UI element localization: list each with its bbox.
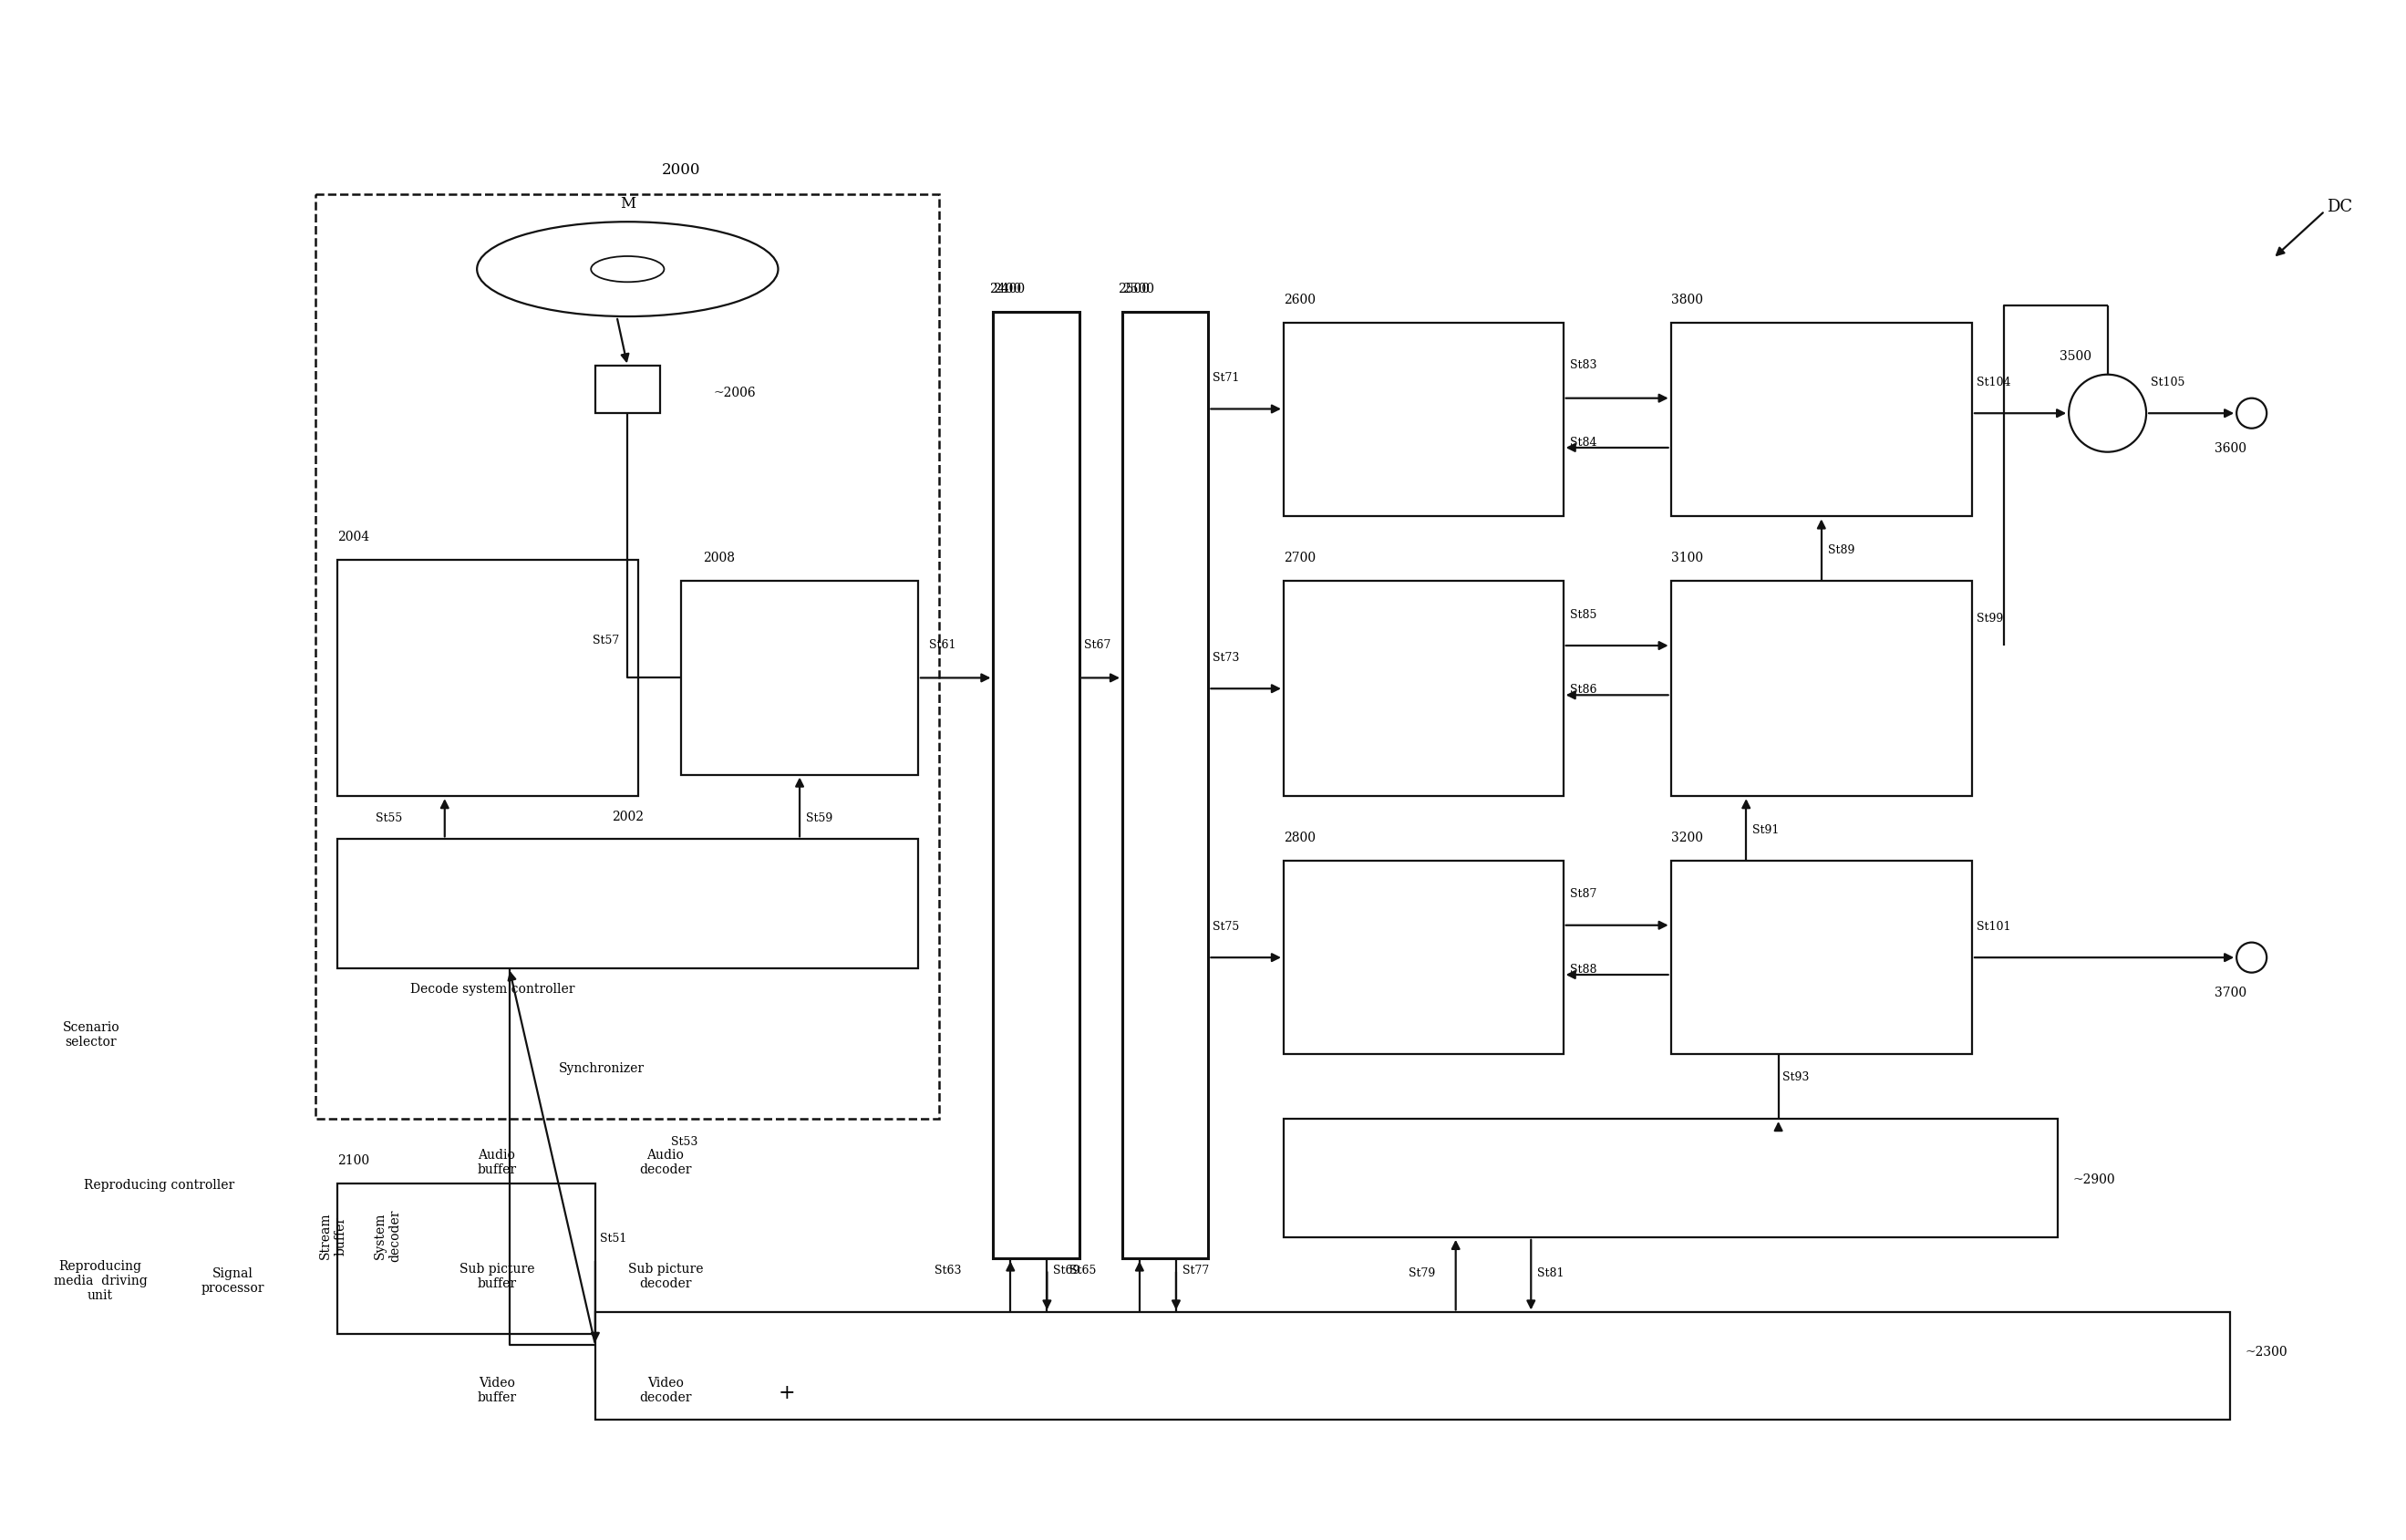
Text: System
decoder: System decoder — [373, 1209, 402, 1261]
Text: 2002: 2002 — [611, 810, 642, 822]
FancyBboxPatch shape — [337, 839, 919, 969]
Text: St71: St71 — [1213, 373, 1239, 383]
Text: Sub picture
buffer: Sub picture buffer — [460, 1261, 534, 1289]
Text: 2400: 2400 — [989, 283, 1020, 296]
FancyBboxPatch shape — [1285, 323, 1564, 517]
FancyBboxPatch shape — [337, 1184, 594, 1334]
Text: 2600: 2600 — [1285, 294, 1316, 306]
Text: 2000: 2000 — [662, 162, 700, 177]
Text: 2400: 2400 — [994, 283, 1025, 296]
Text: St63: St63 — [934, 1264, 960, 1277]
Text: 2008: 2008 — [703, 551, 734, 564]
Text: ~2900: ~2900 — [2074, 1173, 2115, 1186]
FancyBboxPatch shape — [1670, 323, 1973, 517]
Text: St81: St81 — [1537, 1266, 1564, 1278]
Text: ~2300: ~2300 — [2245, 1344, 2288, 1358]
Circle shape — [2069, 376, 2146, 453]
Text: St59: St59 — [806, 812, 832, 824]
Text: St67: St67 — [1083, 639, 1109, 650]
FancyBboxPatch shape — [1670, 582, 1973, 796]
Text: St69: St69 — [1054, 1264, 1080, 1277]
Text: Stream
buffer: Stream buffer — [320, 1212, 346, 1258]
Text: St86: St86 — [1569, 684, 1598, 696]
Ellipse shape — [476, 223, 777, 317]
Text: 3600: 3600 — [2214, 442, 2247, 454]
Text: St105: St105 — [2151, 376, 2185, 388]
Text: 3500: 3500 — [2060, 350, 2091, 362]
Circle shape — [2238, 942, 2266, 973]
Text: Reproducing
media  driving
unit: Reproducing media driving unit — [53, 1260, 147, 1301]
Circle shape — [2238, 399, 2266, 430]
Text: St61: St61 — [929, 639, 955, 650]
Text: M: M — [621, 196, 635, 213]
FancyBboxPatch shape — [1670, 861, 1973, 1055]
Text: St77: St77 — [1181, 1264, 1210, 1277]
Text: St99: St99 — [1975, 613, 2002, 625]
FancyBboxPatch shape — [681, 582, 919, 775]
Text: 3700: 3700 — [2214, 986, 2247, 998]
Text: St85: St85 — [1569, 608, 1598, 621]
Text: St73: St73 — [1213, 651, 1239, 664]
Text: 2800: 2800 — [1285, 832, 1316, 844]
Text: Video
buffer: Video buffer — [476, 1375, 517, 1403]
Text: St53: St53 — [671, 1135, 698, 1147]
Text: St87: St87 — [1569, 889, 1598, 899]
Text: Decode system controller: Decode system controller — [409, 983, 575, 995]
Text: Audio
decoder: Audio decoder — [640, 1149, 693, 1175]
Text: St93: St93 — [1783, 1070, 1809, 1083]
Ellipse shape — [592, 257, 664, 283]
Text: St89: St89 — [1829, 544, 1855, 556]
FancyBboxPatch shape — [1285, 582, 1564, 796]
Text: 2100: 2100 — [337, 1153, 368, 1166]
Text: St104: St104 — [1975, 376, 2011, 388]
Text: St75: St75 — [1213, 921, 1239, 932]
Text: 3800: 3800 — [1670, 294, 1703, 306]
Text: 3200: 3200 — [1670, 832, 1703, 844]
Text: Signal
processor: Signal processor — [200, 1266, 265, 1294]
Text: 2004: 2004 — [337, 530, 368, 544]
Text: 2500: 2500 — [1119, 283, 1150, 296]
Text: Sub picture
decoder: Sub picture decoder — [628, 1261, 703, 1289]
Text: St79: St79 — [1408, 1266, 1434, 1278]
FancyBboxPatch shape — [994, 313, 1080, 1258]
FancyBboxPatch shape — [594, 367, 659, 414]
Text: +: + — [777, 1383, 796, 1403]
FancyBboxPatch shape — [1121, 313, 1208, 1258]
FancyBboxPatch shape — [594, 1312, 2230, 1420]
Text: Synchronizer: Synchronizer — [558, 1063, 645, 1075]
Text: Scenario
selector: Scenario selector — [63, 1021, 120, 1049]
Text: St84: St84 — [1569, 436, 1598, 448]
Text: 2700: 2700 — [1285, 551, 1316, 564]
Text: ~2006: ~2006 — [715, 387, 755, 399]
Text: Video
decoder: Video decoder — [640, 1375, 693, 1403]
Text: 2500: 2500 — [1121, 283, 1155, 296]
Text: St91: St91 — [1752, 824, 1780, 835]
Text: St101: St101 — [1975, 921, 2011, 932]
Text: St65: St65 — [1071, 1264, 1097, 1277]
FancyBboxPatch shape — [315, 194, 938, 1120]
FancyBboxPatch shape — [1285, 1120, 2057, 1237]
Text: Audio
buffer: Audio buffer — [476, 1149, 517, 1175]
Text: St51: St51 — [599, 1232, 626, 1244]
FancyBboxPatch shape — [337, 561, 638, 796]
Text: St83: St83 — [1569, 359, 1598, 371]
Text: St55: St55 — [375, 812, 402, 824]
Text: DC: DC — [2327, 199, 2353, 216]
Text: 3100: 3100 — [1670, 551, 1703, 564]
Text: St88: St88 — [1569, 962, 1598, 975]
Text: St57: St57 — [592, 634, 618, 647]
Text: Reproducing controller: Reproducing controller — [84, 1178, 236, 1190]
FancyBboxPatch shape — [1285, 861, 1564, 1055]
